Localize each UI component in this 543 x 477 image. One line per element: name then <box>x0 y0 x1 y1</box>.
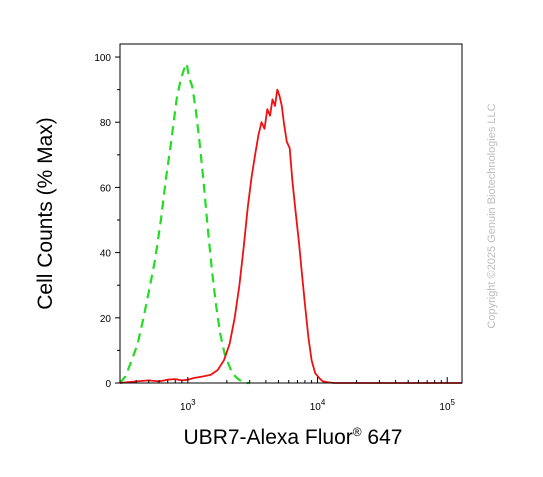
copyright-watermark: Copyright ©2025 Genuin Biotechnologies L… <box>486 103 498 328</box>
x-axis-title-main: UBR7-Alexa Fluor <box>184 426 353 449</box>
y-tick-label: 100 <box>94 53 111 64</box>
x-axis-title-superscript: ® <box>353 425 362 439</box>
x-tick-exponent: 5 <box>451 398 456 407</box>
series-line-1 <box>119 62 250 385</box>
x-tick-base: 10 <box>310 402 322 413</box>
x-tick-exponent: 4 <box>321 398 326 407</box>
y-tick-label: 40 <box>100 249 112 260</box>
x-tick-label: 103 <box>180 398 196 413</box>
x-axis-title: UBR7-Alexa Fluor® 647 <box>184 425 403 449</box>
series-layer <box>119 62 462 385</box>
y-tick-label: 20 <box>100 314 112 325</box>
x-tick-label: 105 <box>439 398 455 413</box>
y-axis-title: Cell Counts (% Max) <box>34 117 57 310</box>
series-line-2 <box>119 88 462 384</box>
x-tick-exponent: 3 <box>191 398 196 407</box>
y-tick-label: 60 <box>100 183 112 194</box>
x-axis-title-suffix: 647 <box>362 426 403 449</box>
x-tick-label: 104 <box>310 398 326 413</box>
y-tick-label: 0 <box>105 379 111 390</box>
plot-frame <box>119 43 463 384</box>
y-tick-label: 80 <box>100 118 112 129</box>
x-tick-base: 10 <box>439 402 451 413</box>
x-tick-base: 10 <box>180 402 192 413</box>
